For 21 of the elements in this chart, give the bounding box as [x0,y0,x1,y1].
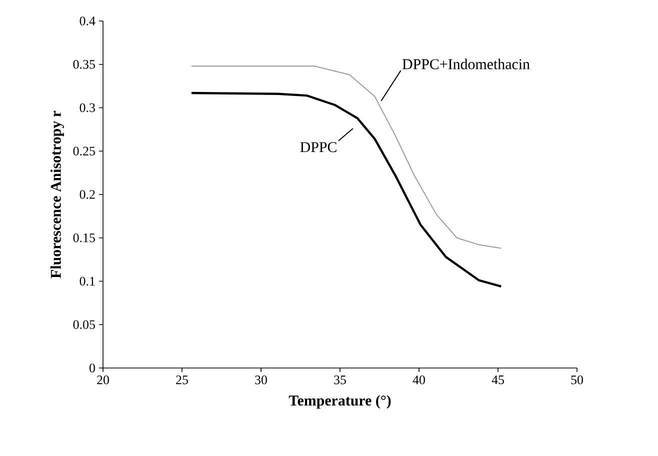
y-tick-label: 0.3 [80,103,95,112]
x-tick-label: 45 [492,376,504,384]
x-tick-label: 50 [571,376,583,384]
legend-label: DPPC [300,142,336,152]
x-tick-label: 40 [412,376,425,384]
y-tick-label: 0.05 [73,320,95,330]
text: DPPC+Indomethacin [402,58,530,70]
x-tick-label: 20 [97,376,109,384]
y-tick-label: 0.2 [80,190,95,199]
y-tick-label: 0.1 [80,276,95,286]
y-tick-label: 0.25 [73,146,95,156]
y-axis-title: Fluorescence Anisotropy r [50,110,64,278]
line-series [190,92,502,288]
y-tick-label: 0 [90,364,95,372]
x-tick-label: 30 [255,376,267,384]
x-tick-label: 35 [334,376,346,384]
x-tick-label: 25 [176,376,188,384]
y-tick-label: 0.35 [73,60,95,69]
x-axis-title: Temperature (°) [288,395,391,409]
y-tick-label: 0.15 [73,233,95,242]
y-tick-label: 0.4 [80,16,96,26]
